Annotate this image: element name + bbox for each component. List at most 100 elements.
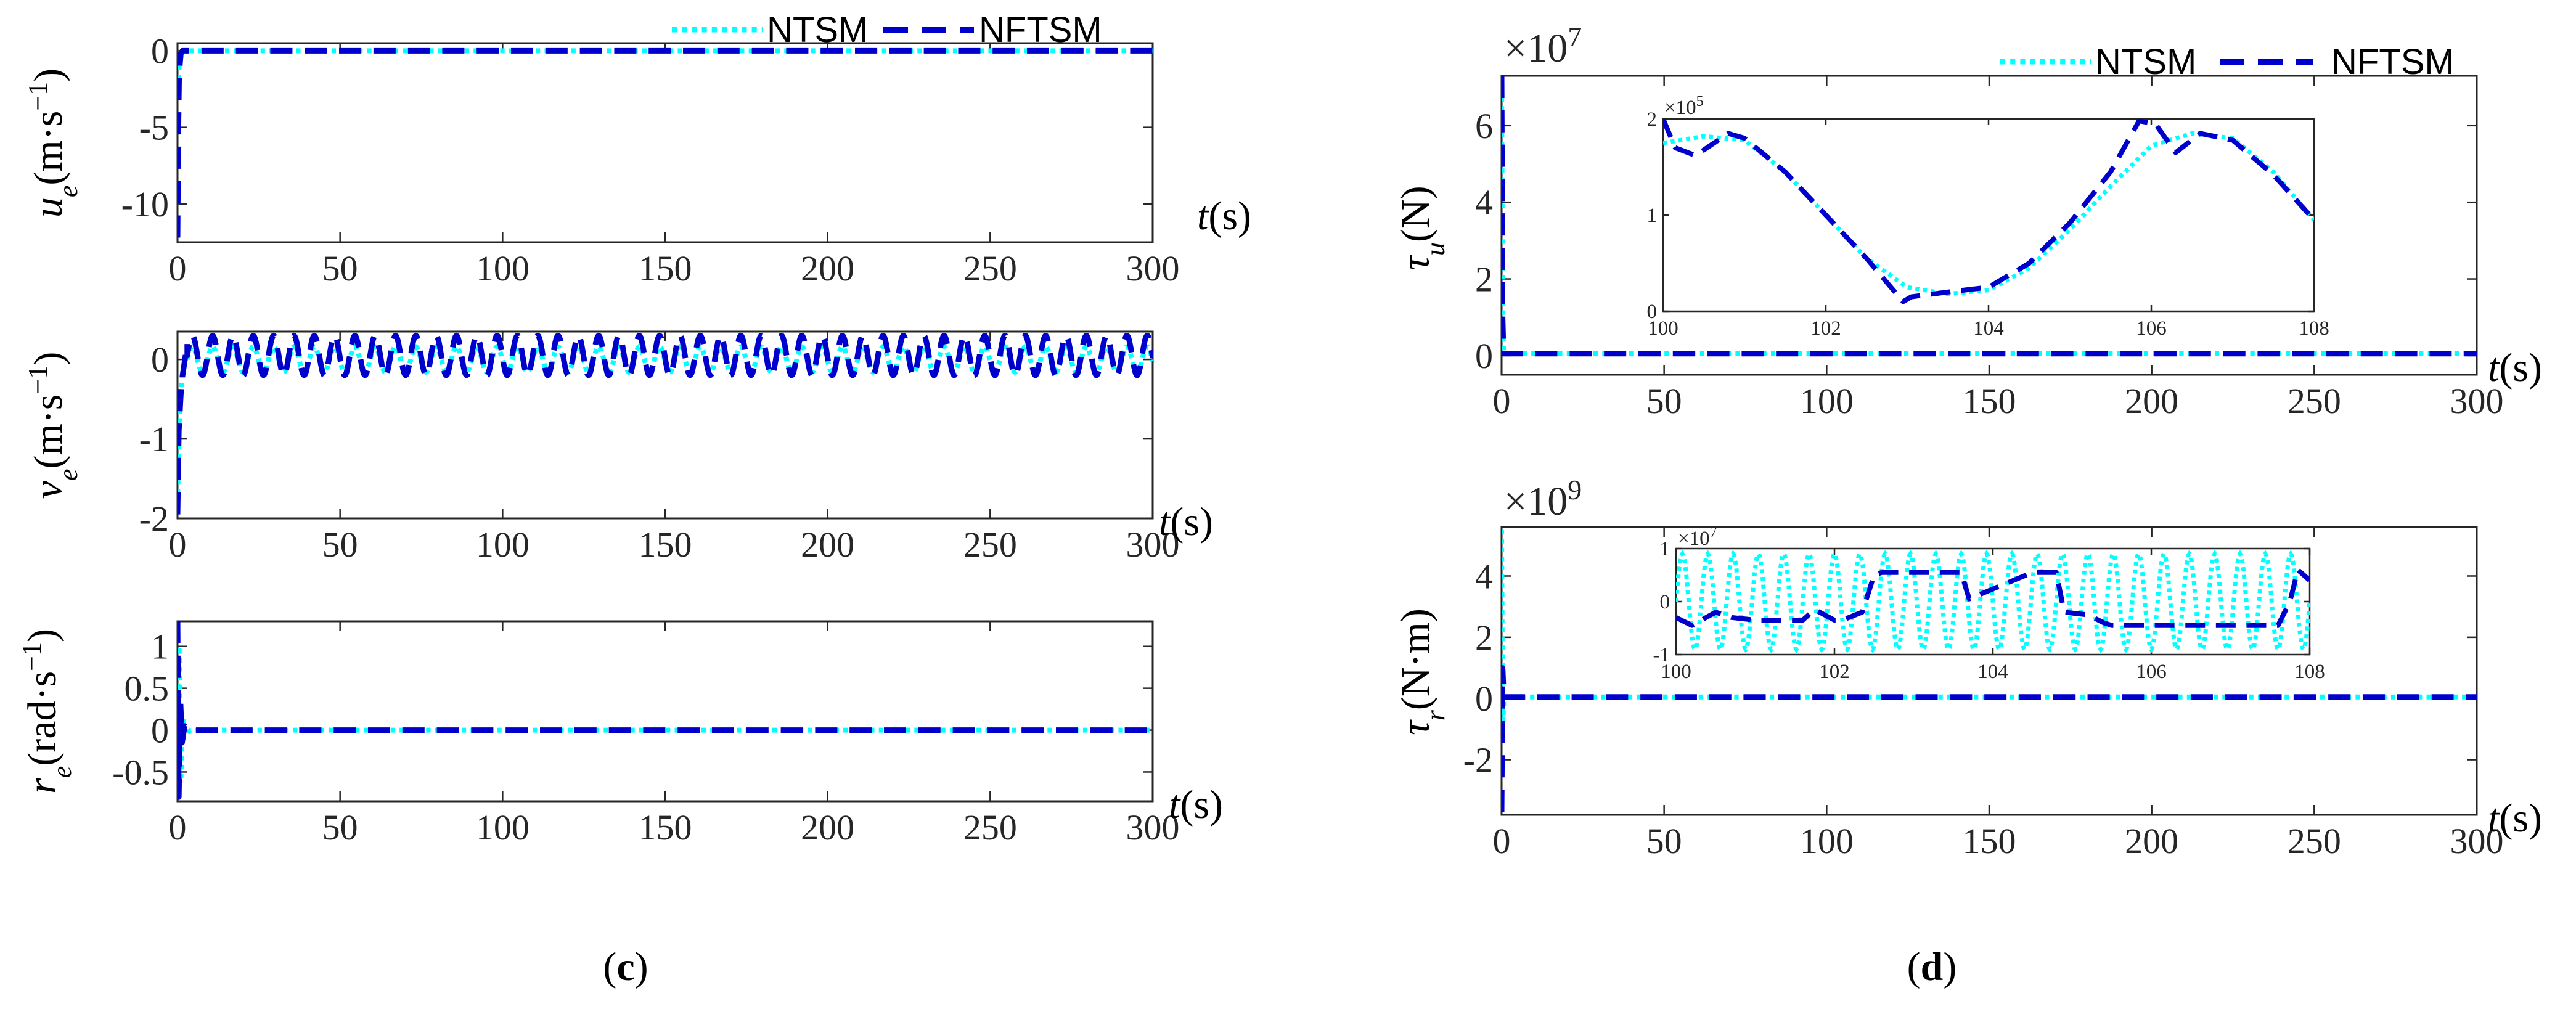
plot-tau-r-inset-multiplier: ×107	[1678, 525, 1717, 550]
series-line-nftsm	[1676, 567, 2310, 628]
plot-ue: 0 50 100 150 200 250 300 -10 -5 0 ue(m·s−1) t(s)	[23, 31, 1252, 288]
x-tick-label: 250	[2288, 381, 2341, 421]
plot-tau-u-lines	[1502, 76, 2477, 357]
plot-tau-u-inset-yticks: 0 1 2	[1647, 108, 2314, 323]
x-tick-label: 150	[639, 248, 692, 288]
x-tick-label: 100	[476, 525, 530, 565]
x-tick-label: 250	[963, 807, 1017, 848]
plot-re-xticks: 0 50 100 150 200 250 300	[169, 621, 1180, 848]
x-tick-label: 102	[1819, 661, 1850, 683]
y-tick-label: -0.5	[112, 752, 169, 792]
y-tick-label: 2	[1475, 259, 1493, 300]
y-tick-label: 2	[1647, 108, 1658, 131]
plot-tau-r-inset: 100 102 104 106 108 -1 0 1 ×107	[1653, 525, 2325, 683]
plot-tau-u-ylabel: τu(N)	[1393, 186, 1450, 270]
y-tick-label: 0	[151, 31, 169, 71]
x-tick-label: 108	[2294, 661, 2325, 683]
x-tick-label: 0	[169, 807, 187, 848]
plot-tau-u-yticks: 0 2 4 6	[1475, 106, 2477, 376]
x-tick-label: 300	[1126, 525, 1180, 565]
x-tick-label: 300	[1126, 807, 1180, 848]
plot-ve-lines	[178, 332, 1153, 515]
x-tick-label: 108	[2299, 317, 2329, 340]
x-tick-label: 104	[1973, 317, 2004, 340]
x-tick-label: 200	[2125, 821, 2178, 861]
plot-re-frame	[176, 620, 1154, 803]
y-tick-label: 6	[1475, 106, 1493, 146]
x-tick-label: 300	[1126, 248, 1180, 288]
y-tick-label: 0.5	[125, 669, 170, 709]
y-tick-label: 1	[1647, 205, 1658, 227]
plot-ue-frame	[176, 42, 1154, 243]
x-tick-label: 100	[476, 248, 530, 288]
series-line-ntsm	[1502, 529, 2477, 730]
x-tick-label: 300	[2450, 381, 2504, 421]
y-tick-label: -2	[1463, 740, 1493, 780]
plot-re-xlabel: t(s)	[1169, 782, 1223, 827]
plot-re-yticks: -0.500.51	[112, 627, 1153, 792]
plot-tau-r-lines	[1502, 529, 2477, 812]
plot-tau-u-xticks: 0 50 100 150 200 250 300	[1493, 76, 2504, 421]
y-tick-label: 0	[1475, 679, 1493, 719]
series-line-ntsm	[178, 646, 1153, 781]
plot-tau-r-multiplier: ×109	[1504, 474, 1582, 525]
x-tick-label: 106	[2136, 317, 2167, 340]
x-tick-label: 0	[1493, 381, 1511, 421]
plot-tau-u-xlabel: t(s)	[2488, 345, 2542, 390]
x-tick-label: 50	[1646, 381, 1682, 421]
x-tick-label: 100	[1661, 661, 1691, 683]
plot-tau-u-inset-lines	[1663, 119, 2314, 304]
plot-ve-xticks: 0 50 100 150 200 250 300	[169, 332, 1180, 565]
x-tick-label: 102	[1810, 317, 1841, 340]
y-tick-label: 0	[1647, 301, 1658, 323]
plot-tau-r-ylabel: τr(N·m)	[1393, 608, 1450, 735]
y-tick-label: 1	[1660, 538, 1670, 560]
x-tick-label: 200	[801, 807, 854, 848]
y-tick-label: 0	[1660, 591, 1670, 613]
x-tick-label: 100	[476, 807, 530, 848]
y-tick-label: -10	[121, 184, 169, 224]
y-tick-label: -2	[139, 499, 169, 539]
plot-tau-u-inset: 100 102 104 106 108 0 1 2 ×105	[1647, 94, 2329, 340]
y-tick-label: -1	[139, 419, 169, 459]
x-tick-label: 250	[2288, 821, 2341, 861]
series-line-nftsm	[178, 47, 1153, 238]
series-line-nftsm	[178, 332, 1153, 515]
x-tick-label: 150	[1963, 821, 2016, 861]
plot-re-ylabel: re(rad·s−1)	[17, 629, 77, 794]
plot-tau-u-inset-multiplier: ×105	[1664, 94, 1704, 119]
plot-tau-r-inset-lines	[1676, 550, 2310, 653]
x-tick-label: 104	[1977, 661, 2008, 683]
x-tick-label: 50	[1646, 821, 1682, 861]
panel-label-d: (d)	[1907, 944, 1957, 989]
y-tick-label: 2	[1475, 618, 1493, 658]
plot-tau-r-yticks: -2 0 2 4	[1463, 556, 2477, 780]
plot-ue-xticks: 0 50 100 150 200 250 300	[169, 43, 1180, 288]
x-tick-label: 106	[2136, 661, 2167, 683]
x-tick-label: 0	[169, 248, 187, 288]
x-tick-label: 100	[1648, 317, 1678, 340]
panel-label-c: (c)	[603, 944, 648, 989]
x-tick-label: 200	[2125, 381, 2178, 421]
y-tick-label: 0	[151, 711, 169, 751]
x-tick-label: 100	[1800, 381, 1854, 421]
plot-tau-r-xticks: 0 50 100 150 200 250 300	[1493, 527, 2504, 861]
y-tick-label: 0	[151, 340, 169, 380]
plot-ve: 0 50 100 150 200 250 300 -2 -1 0 ve(m·s−1) t(s)	[23, 330, 1213, 565]
plot-ve-ylabel: ve(m·s−1)	[23, 352, 83, 499]
x-tick-label: 300	[2450, 821, 2504, 861]
plot-re: 0 50 100 150 200 250 300 -0.500.51 re(rad·s−1)…	[17, 620, 1223, 848]
x-tick-label: 0	[1493, 821, 1511, 861]
plot-ue-lines	[178, 47, 1153, 238]
x-tick-label: 150	[639, 525, 692, 565]
x-tick-label: 250	[963, 248, 1017, 288]
series-line-nftsm	[1663, 119, 2314, 304]
x-tick-label: 200	[801, 248, 854, 288]
plot-tau-r: 0 50 100 150 200 250 300 -2 0 2 4 ×109 τr(N·m) t(…	[1393, 474, 2542, 862]
plot-ue-xlabel: t(s)	[1197, 194, 1251, 239]
y-tick-label: 4	[1475, 556, 1493, 596]
y-tick-label: 0	[1475, 336, 1493, 376]
plot-tau-r-inset-xticks: 100 102 104 106 108	[1661, 549, 2325, 683]
plot-tau-r-xlabel: t(s)	[2488, 796, 2542, 841]
x-tick-label: 150	[639, 807, 692, 848]
